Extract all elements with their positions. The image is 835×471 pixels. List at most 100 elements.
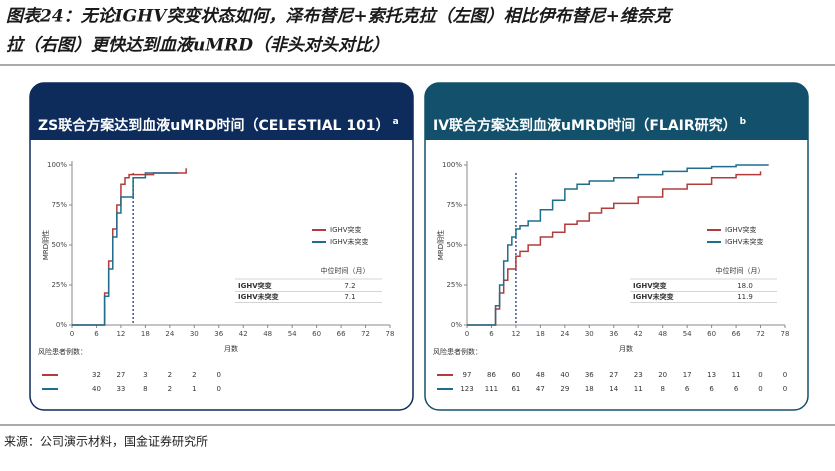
risk-count: 40 xyxy=(92,385,101,393)
median-value: 18.0 xyxy=(737,282,753,290)
risk-count: 36 xyxy=(585,371,594,379)
x-tick-label: 42 xyxy=(634,330,643,338)
panel-title-text: IV联合方案达到血液uMRD时间（FLAIR研究） xyxy=(433,117,737,134)
y-axis-label: MRD阴性 xyxy=(436,230,445,260)
risk-count: 47 xyxy=(536,385,545,393)
median-row-label: IGHV未突变 xyxy=(238,292,279,301)
panel-title: IV联合方案达到血液uMRD时间（FLAIR研究） b xyxy=(433,117,747,135)
risk-title: 风险患者例数： xyxy=(38,347,87,356)
risk-count: 0 xyxy=(217,385,221,393)
y-tick-label: 100% xyxy=(47,161,67,169)
x-tick-label: 60 xyxy=(312,330,321,338)
y-tick-label: 25% xyxy=(446,281,462,289)
median-row-label: IGHV突变 xyxy=(238,281,272,290)
x-tick-label: 24 xyxy=(165,330,174,338)
risk-count: 6 xyxy=(709,385,714,393)
legend-label: IGHV突变 xyxy=(725,225,757,234)
x-tick-label: 6 xyxy=(94,330,99,338)
panel-title-text: ZS联合方案达到血液uMRD时间（CELESTIAL 101） xyxy=(38,117,390,134)
x-tick-label: 42 xyxy=(239,330,248,338)
x-tick-label: 18 xyxy=(536,330,545,338)
median-row-label: IGHV突变 xyxy=(633,281,667,290)
legend-label: IGHV突变 xyxy=(330,225,362,234)
risk-count: 8 xyxy=(143,385,147,393)
median-header: 中位时间（月） xyxy=(716,266,765,275)
y-tick-label: 75% xyxy=(51,201,67,209)
risk-count: 3 xyxy=(143,371,147,379)
risk-count: 6 xyxy=(685,385,690,393)
risk-count: 27 xyxy=(116,371,125,379)
y-tick-label: 100% xyxy=(442,161,462,169)
y-tick-label: 50% xyxy=(446,241,462,249)
risk-count: 13 xyxy=(707,371,716,379)
superscript: b xyxy=(740,117,747,127)
risk-count: 14 xyxy=(609,385,618,393)
x-tick-label: 78 xyxy=(781,330,790,338)
x-tick-label: 18 xyxy=(141,330,150,338)
km-curve xyxy=(467,164,769,326)
risk-count: 0 xyxy=(758,385,762,393)
y-tick-label: 25% xyxy=(51,281,67,289)
figure-title: 拉（右图）更快达到血液uMRD（非头对头对比） xyxy=(6,36,389,56)
median-value: 11.9 xyxy=(737,293,753,301)
risk-count: 97 xyxy=(463,371,472,379)
x-tick-label: 54 xyxy=(288,330,297,338)
risk-count: 0 xyxy=(783,385,787,393)
risk-count: 123 xyxy=(460,385,473,393)
y-axis-label: MRD阴性 xyxy=(41,230,50,260)
legend-label: IGHV未突变 xyxy=(330,237,369,246)
panel-header xyxy=(425,83,808,140)
risk-count: 40 xyxy=(560,371,569,379)
x-tick-label: 48 xyxy=(263,330,272,338)
x-tick-label: 12 xyxy=(511,330,520,338)
x-tick-label: 6 xyxy=(489,330,494,338)
risk-count: 32 xyxy=(92,371,101,379)
x-tick-label: 72 xyxy=(361,330,370,338)
panel-header xyxy=(30,83,413,140)
risk-count: 17 xyxy=(683,371,692,379)
risk-count: 86 xyxy=(487,371,496,379)
median-header: 中位时间（月） xyxy=(321,266,370,275)
x-tick-label: 54 xyxy=(683,330,692,338)
x-tick-label: 72 xyxy=(756,330,765,338)
risk-count: 2 xyxy=(192,371,196,379)
y-tick-label: 50% xyxy=(51,241,67,249)
x-tick-label: 24 xyxy=(560,330,569,338)
risk-count: 27 xyxy=(609,371,618,379)
y-tick-label: 0% xyxy=(56,321,67,329)
superscript: a xyxy=(393,117,399,127)
risk-count: 20 xyxy=(658,371,667,379)
x-tick-label: 48 xyxy=(658,330,667,338)
x-axis-label: 月数 xyxy=(224,344,238,353)
risk-count: 60 xyxy=(511,371,520,379)
x-tick-label: 30 xyxy=(190,330,199,338)
x-tick-label: 0 xyxy=(465,330,469,338)
risk-count: 11 xyxy=(732,371,741,379)
median-value: 7.2 xyxy=(344,282,355,290)
source: 来源：公司演示材料，国金证券研究所 xyxy=(4,434,208,449)
x-tick-label: 30 xyxy=(585,330,594,338)
y-tick-label: 0% xyxy=(451,321,462,329)
x-tick-label: 36 xyxy=(609,330,618,338)
y-tick-label: 75% xyxy=(446,201,462,209)
x-axis-label: 月数 xyxy=(619,344,633,353)
risk-count: 2 xyxy=(168,385,172,393)
risk-count: 11 xyxy=(634,385,643,393)
risk-count: 29 xyxy=(560,385,569,393)
panel-title: ZS联合方案达到血液uMRD时间（CELESTIAL 101） a xyxy=(38,117,399,135)
figure-title: 图表24：无论IGHV突变状态如何，泽布替尼+索托克拉（左图）相比伊布替尼+维奈… xyxy=(6,7,674,27)
legend-label: IGHV未突变 xyxy=(725,237,764,246)
risk-count: 1 xyxy=(192,385,196,393)
risk-count: 18 xyxy=(585,385,594,393)
risk-title: 风险患者例数： xyxy=(433,347,482,356)
x-tick-label: 60 xyxy=(707,330,716,338)
risk-count: 0 xyxy=(217,371,221,379)
risk-count: 0 xyxy=(783,371,787,379)
risk-count: 8 xyxy=(660,385,664,393)
risk-count: 111 xyxy=(485,385,498,393)
risk-count: 61 xyxy=(511,385,520,393)
x-tick-label: 66 xyxy=(337,330,346,338)
x-tick-label: 36 xyxy=(214,330,223,338)
median-value: 7.1 xyxy=(344,293,355,301)
